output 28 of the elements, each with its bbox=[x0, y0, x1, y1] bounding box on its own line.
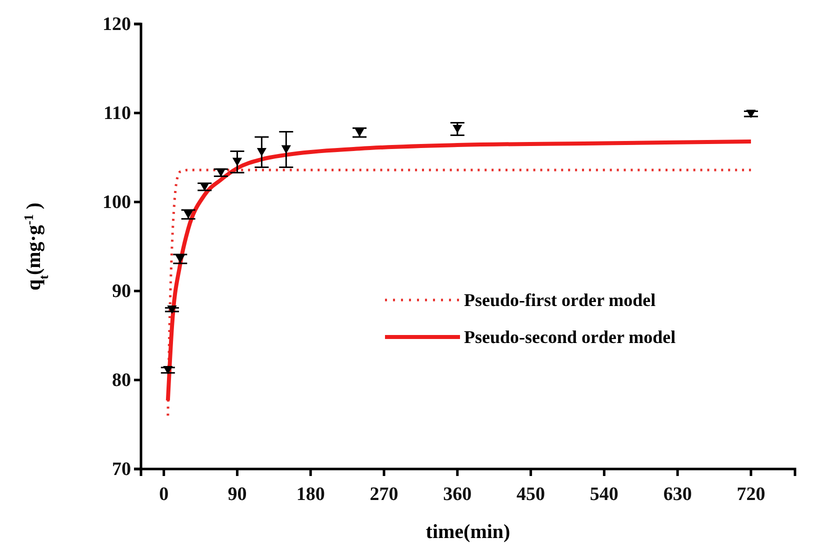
point bbox=[216, 168, 226, 177]
point bbox=[256, 148, 266, 156]
x-tick-label: 360 bbox=[443, 484, 472, 505]
x-tick-label: 180 bbox=[296, 484, 325, 505]
x-tick-label: 90 bbox=[228, 484, 247, 505]
x-tick-label: 630 bbox=[663, 484, 692, 505]
x-tick-label: 270 bbox=[370, 484, 398, 505]
point bbox=[163, 366, 173, 374]
point bbox=[167, 305, 177, 314]
x-tick-label: 0 bbox=[159, 484, 169, 505]
x-tick-label: 450 bbox=[516, 484, 546, 505]
y-tick-label: 70 bbox=[112, 459, 131, 480]
point bbox=[232, 158, 242, 166]
legend-label: Pseudo-first order model bbox=[464, 290, 656, 310]
legend-label: Pseudo-second order model bbox=[464, 327, 676, 347]
point bbox=[281, 145, 291, 154]
x-tick-label: 540 bbox=[590, 484, 618, 505]
x-axis-title: time(min) bbox=[426, 521, 510, 543]
line-series bbox=[166, 139, 753, 402]
y-tick-label: 110 bbox=[104, 103, 131, 124]
y-tick-label: 100 bbox=[102, 192, 131, 214]
point bbox=[200, 182, 210, 192]
y-tick-label: 90 bbox=[112, 281, 131, 302]
y-tick-label: 80 bbox=[112, 370, 131, 392]
point bbox=[746, 110, 756, 118]
x-tick-label: 720 bbox=[736, 484, 766, 505]
line-series bbox=[166, 168, 752, 417]
y-tick-label: 120 bbox=[102, 14, 131, 36]
